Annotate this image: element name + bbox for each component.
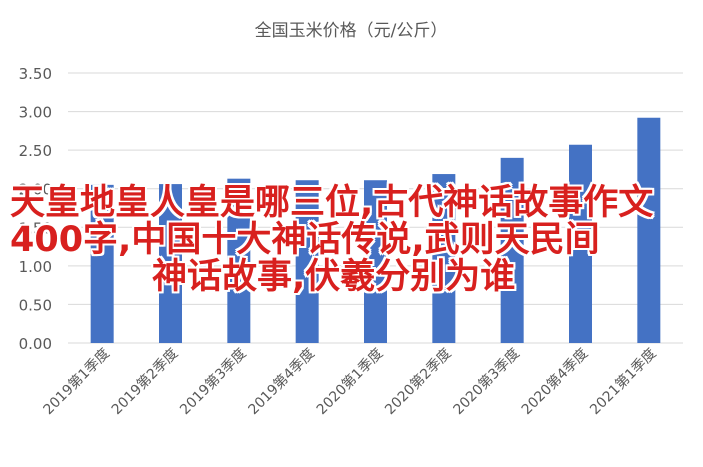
bar [227, 178, 251, 343]
bar [637, 117, 661, 343]
y-tick-label: 0.50 [19, 296, 52, 314]
bar [159, 184, 182, 343]
y-tick-label: 1.50 [19, 219, 52, 237]
y-tick-label: 2.00 [19, 181, 52, 199]
bar [364, 180, 387, 343]
x-tick-label: 2021第1季度 [586, 345, 659, 418]
bar [432, 174, 456, 343]
y-tick-label: 3.50 [19, 65, 52, 83]
y-tick-label: 0.00 [19, 335, 52, 353]
chart-title: 全国玉米价格（元/公斤） [255, 21, 448, 41]
bar [90, 184, 114, 343]
x-tick-label: 2020第4季度 [518, 345, 591, 418]
y-tick-label: 3.00 [19, 104, 52, 122]
x-tick-label: 2020第3季度 [450, 345, 523, 418]
x-tick-label: 2019第2季度 [108, 345, 181, 418]
x-tick-label: 2019第4季度 [245, 345, 318, 418]
bar [569, 144, 592, 343]
x-tick-label: 2020第2季度 [381, 345, 454, 418]
bar [295, 180, 319, 343]
x-tick-label: 2019第3季度 [176, 345, 249, 418]
x-tick-label: 2019第1季度 [40, 345, 113, 418]
bar [500, 157, 524, 343]
y-tick-label: 1.00 [19, 258, 52, 276]
x-tick-label: 2020第1季度 [313, 345, 386, 418]
y-tick-label: 2.50 [19, 142, 52, 160]
